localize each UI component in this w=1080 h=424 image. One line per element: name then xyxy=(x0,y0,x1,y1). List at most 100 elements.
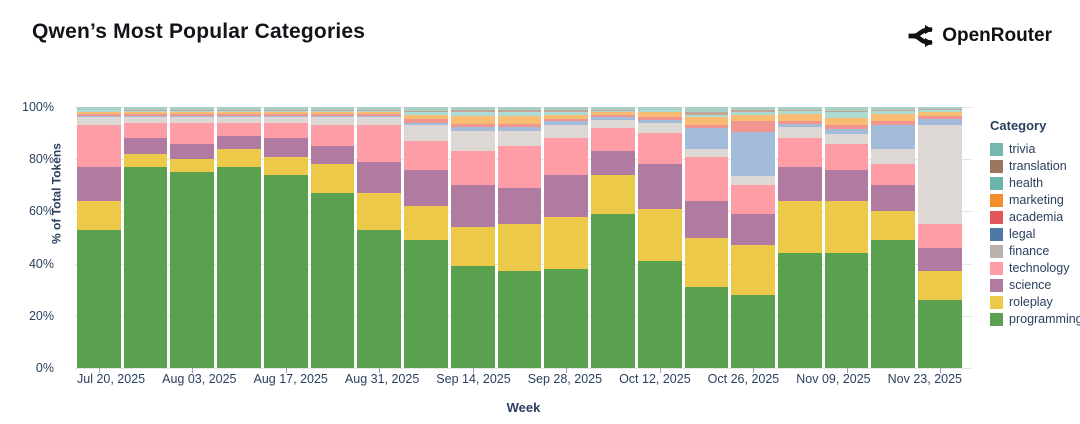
segment-programming xyxy=(404,240,448,368)
segment-legal xyxy=(591,117,635,121)
segment-programming xyxy=(731,294,776,368)
segment-academia xyxy=(591,115,635,118)
segment-roleplay xyxy=(637,208,682,261)
x-tickmark xyxy=(940,368,942,373)
segment-science xyxy=(217,135,261,149)
segment-marketing xyxy=(918,112,962,117)
segment-translation xyxy=(684,112,729,115)
segment-translation xyxy=(871,109,916,111)
segment-trivia xyxy=(684,107,729,113)
bar-Oct 05, 2025 xyxy=(591,107,635,368)
legend-title: Category xyxy=(990,118,1047,133)
segment-roleplay xyxy=(217,148,261,168)
segment-programming xyxy=(77,229,121,368)
x-tickmark xyxy=(659,368,661,373)
segment-health xyxy=(450,112,495,117)
x-tick-empty xyxy=(605,372,616,386)
y-tick-label: 40% xyxy=(28,256,54,271)
segment-trivia xyxy=(263,107,308,110)
segment-trivia xyxy=(871,107,916,110)
segment-roleplay xyxy=(824,200,869,254)
segment-programming xyxy=(310,193,355,368)
legend-item-translation[interactable]: translation xyxy=(990,158,1080,174)
segment-health xyxy=(637,110,682,113)
segment-health xyxy=(263,110,308,113)
segment-roleplay xyxy=(778,200,822,254)
segment-translation xyxy=(357,109,402,111)
legend-label: finance xyxy=(1009,243,1050,258)
marketing-swatch-icon xyxy=(990,193,1003,207)
segment-trivia xyxy=(544,107,589,110)
segment-finance xyxy=(170,117,215,123)
segment-health xyxy=(404,112,448,115)
legend-label: translation xyxy=(1009,158,1067,173)
segment-health xyxy=(357,110,402,113)
legend-item-trivia[interactable]: trivia xyxy=(990,141,1080,157)
segment-finance xyxy=(357,117,402,126)
segment-legal xyxy=(217,116,261,118)
openrouter-brand[interactable]: OpenRouter xyxy=(907,24,1052,48)
legend-label: marketing xyxy=(1009,192,1064,207)
legend-label: technology xyxy=(1009,260,1070,275)
segment-science xyxy=(263,138,308,157)
segment-marketing xyxy=(684,117,729,126)
segment-marketing xyxy=(170,112,215,115)
segment-science xyxy=(637,164,682,209)
legend-item-technology[interactable]: technology xyxy=(990,260,1080,276)
bar-Jul 20, 2025 xyxy=(77,107,121,368)
x-tick-empty xyxy=(874,372,885,386)
legend-item-roleplay[interactable]: roleplay xyxy=(990,294,1080,310)
segment-finance xyxy=(450,130,495,152)
legend-item-programming[interactable]: programming xyxy=(990,311,1080,327)
legend-item-academia[interactable]: academia xyxy=(990,209,1080,225)
segment-health xyxy=(77,110,121,113)
segment-programming xyxy=(170,172,215,368)
segment-programming xyxy=(591,214,635,368)
segment-science xyxy=(170,143,215,160)
legend-label: trivia xyxy=(1009,141,1036,156)
segment-technology xyxy=(871,164,916,186)
segment-academia xyxy=(217,114,261,117)
segment-technology xyxy=(778,138,822,168)
segment-marketing xyxy=(357,112,402,115)
segment-academia xyxy=(310,114,355,117)
segment-health xyxy=(918,110,962,113)
segment-translation xyxy=(824,110,869,113)
legend-item-legal[interactable]: legal xyxy=(990,226,1080,242)
segment-finance xyxy=(497,130,542,147)
bar-Sep 28, 2025 xyxy=(544,107,589,368)
segment-technology xyxy=(637,133,682,165)
legend-item-science[interactable]: science xyxy=(990,277,1080,293)
segment-roleplay xyxy=(591,174,635,215)
legend-item-health[interactable]: health xyxy=(990,175,1080,191)
legend-item-marketing[interactable]: marketing xyxy=(990,192,1080,208)
segment-academia xyxy=(684,125,729,128)
segment-programming xyxy=(778,253,822,368)
segment-roleplay xyxy=(684,237,729,288)
segment-roleplay xyxy=(263,156,308,175)
segment-trivia xyxy=(450,107,495,110)
segment-programming xyxy=(637,261,682,368)
segment-roleplay xyxy=(918,271,962,301)
segment-trivia xyxy=(591,107,635,110)
segment-legal xyxy=(544,121,589,126)
segment-roleplay xyxy=(544,216,589,269)
segment-trivia xyxy=(77,107,121,110)
segment-science xyxy=(684,200,729,238)
segment-programming xyxy=(450,266,495,368)
segment-marketing xyxy=(591,112,635,116)
segment-translation xyxy=(778,109,822,111)
segment-translation xyxy=(217,109,261,111)
segment-trivia xyxy=(404,107,448,111)
segment-legal xyxy=(357,116,402,118)
segment-legal xyxy=(637,120,682,123)
segment-legal xyxy=(731,131,776,177)
segment-health xyxy=(824,112,869,118)
segment-programming xyxy=(918,300,962,368)
stacked-bar-plot-area xyxy=(75,107,972,369)
bar-Sep 21, 2025 xyxy=(497,107,542,368)
segment-legal xyxy=(778,124,822,127)
segment-finance xyxy=(684,148,729,157)
segment-legal xyxy=(918,118,962,126)
legend-item-finance[interactable]: finance xyxy=(990,243,1080,259)
